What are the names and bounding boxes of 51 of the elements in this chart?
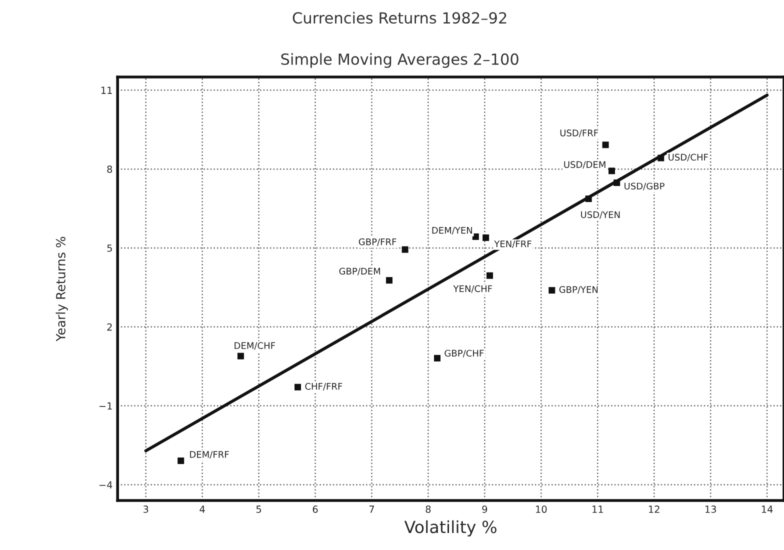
x-tick-label: 6 [312,506,318,513]
chart-title: Currencies Returns 1982–92 [292,12,506,24]
point [402,246,408,253]
annotation: USD/CHF [668,154,708,162]
x-tick-label: 11 [592,506,603,513]
y-tick-label: 5 [107,244,112,252]
annotation: USD/DEM [564,161,606,169]
y-axis-title: Yearly Returns % [56,236,68,342]
annotation: DEM/FRF [190,451,229,459]
point [178,458,184,464]
y-tick-label: 2 [107,323,112,331]
x-tick-label: 14 [762,506,773,513]
point [237,352,244,360]
x-tick-label: 5 [256,506,262,513]
y-tick-label: −1 [99,402,112,410]
annotation: USD/GBP [624,182,664,190]
annotation: CHF/FRF [305,382,342,390]
point [386,277,392,284]
annotation: USD/FRF [560,130,598,138]
point [482,234,490,241]
point [608,168,616,174]
point [434,354,441,362]
y-tick-label: −4 [99,481,112,488]
x-tick-label: 3 [143,506,148,513]
point [294,384,302,390]
annotation: DEM/YEN [432,227,472,234]
point [486,272,494,279]
chart-subtitle: Simple Moving Averages 2–100 [281,53,518,68]
annotation: GBP/DEM [339,268,380,276]
annotation: GBP/FRF [358,238,396,246]
x-tick-label: 13 [705,506,716,513]
x-tick-label: 12 [648,506,660,513]
annotation: YEN/FRF [494,240,532,248]
y-tick-label: 11 [101,86,112,94]
annotation: GBP/CHF [444,350,484,358]
x-axis-title: Volatility % [404,520,496,536]
point [602,142,609,148]
point [585,196,592,202]
x-tick-label: 4 [200,506,205,513]
point [548,287,556,294]
point [614,179,620,186]
x-tick-label: 9 [482,506,488,513]
annotation: YEN/CHF [453,285,492,293]
x-tick-label: 8 [426,506,431,513]
point [658,154,664,162]
annotation: DEM/CHF [234,342,276,350]
annotation: USD/YEN [581,211,620,219]
x-tick-label: 7 [369,506,374,513]
x-tick-label: 10 [536,506,547,513]
annotation: GBP/YEN [559,286,598,294]
y-tick-label: 8 [107,166,112,173]
